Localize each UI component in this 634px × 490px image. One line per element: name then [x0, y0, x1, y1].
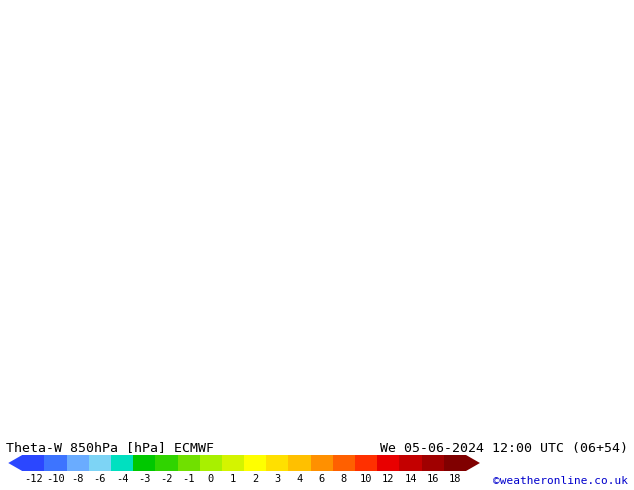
Text: 3: 3	[275, 473, 280, 484]
Text: ©weatheronline.co.uk: ©weatheronline.co.uk	[493, 476, 628, 486]
Bar	[377, 455, 399, 471]
Bar	[422, 455, 444, 471]
Bar	[111, 455, 133, 471]
Text: -12: -12	[24, 473, 42, 484]
Text: 16: 16	[427, 473, 439, 484]
Bar	[22, 455, 44, 471]
Bar	[200, 455, 222, 471]
Bar	[178, 455, 200, 471]
Text: -2: -2	[160, 473, 172, 484]
Text: -3: -3	[138, 473, 150, 484]
Bar	[89, 455, 111, 471]
Text: 8: 8	[341, 473, 347, 484]
Text: 0: 0	[208, 473, 214, 484]
Bar	[311, 455, 333, 471]
Text: -8: -8	[72, 473, 84, 484]
Bar	[133, 455, 155, 471]
Bar	[244, 455, 266, 471]
Bar	[444, 455, 466, 471]
Text: -4: -4	[116, 473, 128, 484]
Bar	[155, 455, 178, 471]
Bar	[355, 455, 377, 471]
Text: 18: 18	[449, 473, 461, 484]
Text: -6: -6	[94, 473, 106, 484]
Polygon shape	[466, 455, 480, 471]
Bar	[44, 455, 67, 471]
Text: 10: 10	[360, 473, 372, 484]
Text: -10: -10	[46, 473, 65, 484]
Bar	[222, 455, 244, 471]
Text: Theta-W 850hPa [hPa] ECMWF: Theta-W 850hPa [hPa] ECMWF	[6, 441, 214, 455]
Bar	[333, 455, 355, 471]
Text: 6: 6	[319, 473, 325, 484]
Text: 4: 4	[297, 473, 302, 484]
Text: 14: 14	[404, 473, 417, 484]
Bar	[288, 455, 311, 471]
Bar	[399, 455, 422, 471]
Text: 1: 1	[230, 473, 236, 484]
Text: 12: 12	[382, 473, 394, 484]
Bar	[67, 455, 89, 471]
Text: 2: 2	[252, 473, 258, 484]
Text: We 05-06-2024 12:00 UTC (06+54): We 05-06-2024 12:00 UTC (06+54)	[380, 441, 628, 455]
Polygon shape	[8, 455, 22, 471]
Text: -1: -1	[183, 473, 195, 484]
Bar	[266, 455, 288, 471]
